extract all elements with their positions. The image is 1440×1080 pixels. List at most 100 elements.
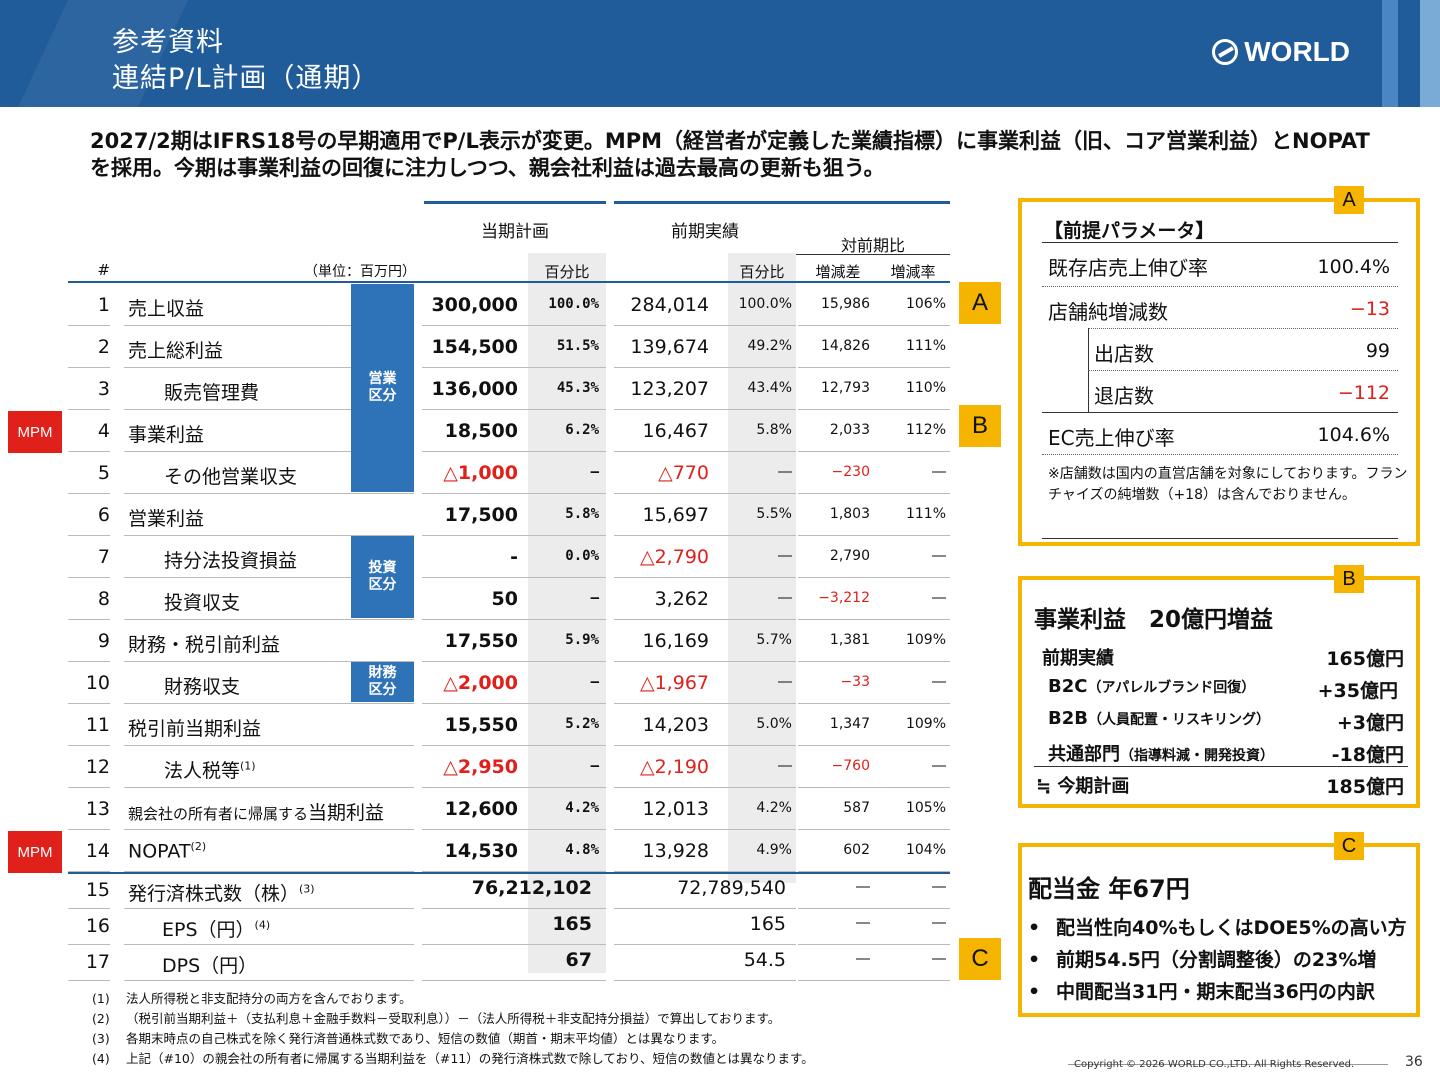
row-label: 販売管理費 bbox=[164, 382, 260, 404]
cell-p2: ― bbox=[778, 674, 792, 690]
pct2-column-shade bbox=[728, 253, 796, 883]
box-tag-a: A bbox=[1334, 186, 1364, 214]
cell-d: 1,381 bbox=[829, 632, 870, 648]
bridge-value: 185億円 bbox=[1326, 776, 1404, 798]
row-divider bbox=[68, 871, 110, 872]
row-divider bbox=[68, 787, 110, 788]
box-tag-b: B bbox=[1334, 565, 1364, 593]
row-label: NOPAT(2) bbox=[128, 840, 207, 863]
row-divider bbox=[614, 829, 796, 830]
cell-v1: 18,500 bbox=[444, 420, 518, 442]
param-label: EC売上伸び率 bbox=[1048, 426, 1175, 450]
tag-c: C bbox=[959, 938, 1001, 980]
cell-num: 3 bbox=[97, 378, 110, 400]
cell-num: 8 bbox=[97, 588, 110, 610]
param-value: 104.6% bbox=[1317, 424, 1390, 446]
cell-v2: △2,190 bbox=[639, 756, 709, 778]
row-divider bbox=[124, 871, 414, 872]
row-divider bbox=[798, 703, 950, 704]
row-divider bbox=[124, 703, 414, 704]
col-current-plan: 当期計画 bbox=[481, 222, 549, 242]
cell-r: 109% bbox=[905, 716, 946, 732]
cell-p2: ― bbox=[778, 464, 792, 480]
header-bar-prev bbox=[614, 201, 950, 204]
row-divider bbox=[68, 703, 110, 704]
row-divider bbox=[614, 908, 796, 909]
row-divider bbox=[798, 745, 950, 746]
table-row: 5 その他営業収支 △1,000 ― △770 ― −230 ― bbox=[68, 452, 950, 494]
cell-r: 105% bbox=[905, 800, 946, 816]
block-operating: 営業 区分 bbox=[351, 284, 414, 492]
cell-d: 1,347 bbox=[829, 716, 870, 732]
row-divider bbox=[68, 325, 110, 326]
cell-d: 602 bbox=[843, 842, 870, 858]
row-divider bbox=[124, 535, 414, 536]
cell-r: ― bbox=[932, 951, 946, 967]
bridge-label: 共通部門（指導料減・開発投資） bbox=[1048, 744, 1274, 765]
row-divider bbox=[68, 535, 110, 536]
cell-p2: 5.0% bbox=[756, 716, 792, 732]
param-label: 退店数 bbox=[1094, 384, 1154, 408]
cell-num: 6 bbox=[97, 504, 110, 526]
cell-d: −760 bbox=[831, 758, 870, 774]
cell-p2: 5.7% bbox=[756, 632, 792, 648]
cell-num: 17 bbox=[85, 951, 110, 973]
assumptions-box: 【前提パラメータ】 既存店売上伸び率 100.4% 店舗純増減数 −13 出店数… bbox=[1018, 198, 1420, 546]
cell-r: ― bbox=[932, 758, 946, 774]
business-profit-title: 事業利益 20億円増益 bbox=[1034, 607, 1274, 633]
cell-r: ― bbox=[932, 674, 946, 690]
cell-p1: 4.8% bbox=[565, 842, 599, 858]
block-financing: 財務 区分 bbox=[351, 662, 414, 702]
table-row: 16 EPS（円）(4) 165 165 ― ― bbox=[68, 909, 950, 945]
cell-v2: 72,789,540 bbox=[677, 877, 786, 899]
table-divider bbox=[68, 872, 950, 874]
cell-v1: 15,550 bbox=[444, 714, 518, 736]
row-divider bbox=[422, 367, 606, 368]
dividend-title: 配当金 年67円 bbox=[1028, 875, 1190, 903]
row-divider bbox=[798, 908, 950, 909]
col-pct: 百分比 bbox=[544, 263, 590, 281]
table-row: 8 投資収支 50 ― 3,262 ― −3,212 ― bbox=[68, 578, 950, 620]
world-logo: WORLD bbox=[1212, 36, 1350, 68]
row-divider bbox=[798, 367, 950, 368]
table-row: 15 発行済株式数（株）(3) 76,212,102 72,789,540 ― ― bbox=[68, 873, 950, 909]
box-tag-c: C bbox=[1334, 832, 1364, 860]
cell-p1: 45.3% bbox=[556, 380, 599, 396]
cell-v2: 54.5 bbox=[743, 949, 786, 971]
cell-r: 111% bbox=[905, 506, 946, 522]
row-divider bbox=[422, 661, 606, 662]
cell-d: −230 bbox=[831, 464, 870, 480]
bridge-label: B2B（人員配置・リスキリング） bbox=[1048, 708, 1270, 729]
cell-num: 16 bbox=[85, 915, 110, 937]
table-row: 6 営業利益 17,500 5.8% 15,697 5.5% 1,803 111% bbox=[68, 494, 950, 536]
cell-p2: 100.0% bbox=[738, 296, 792, 312]
row-divider bbox=[124, 829, 414, 830]
bridge-value: +3億円 bbox=[1336, 712, 1404, 734]
header-stripe-light bbox=[1420, 0, 1440, 107]
cell-p1: 5.9% bbox=[565, 632, 599, 648]
param-value: −112 bbox=[1337, 382, 1390, 404]
row-divider bbox=[124, 661, 414, 662]
param-label: 既存店売上伸び率 bbox=[1048, 256, 1208, 280]
row-label: EPS（円）(4) bbox=[162, 918, 271, 941]
cell-num: 14 bbox=[85, 840, 110, 862]
row-divider bbox=[614, 745, 796, 746]
cell-num: 10 bbox=[85, 672, 110, 694]
row-divider bbox=[68, 367, 110, 368]
cell-v2: 165 bbox=[749, 913, 786, 935]
dividend-bullet: • 中間配当31円・期末配当36円の内訳 bbox=[1028, 981, 1375, 1003]
row-divider bbox=[68, 908, 110, 909]
header-underline bbox=[68, 281, 950, 283]
cell-d: 2,033 bbox=[829, 422, 870, 438]
cell-d: 587 bbox=[843, 800, 870, 816]
row-label: 財務収支 bbox=[164, 676, 241, 698]
row-label: 財務・税引前利益 bbox=[128, 634, 281, 656]
cell-v1: 12,600 bbox=[444, 798, 518, 820]
divider bbox=[1042, 538, 1398, 539]
cell-d: ― bbox=[856, 879, 870, 895]
cell-num: 12 bbox=[85, 756, 110, 778]
param-value: 99 bbox=[1365, 340, 1390, 362]
page-number: 36 bbox=[1405, 1054, 1423, 1070]
divider bbox=[1042, 412, 1398, 413]
cell-v2: 16,467 bbox=[642, 420, 709, 442]
